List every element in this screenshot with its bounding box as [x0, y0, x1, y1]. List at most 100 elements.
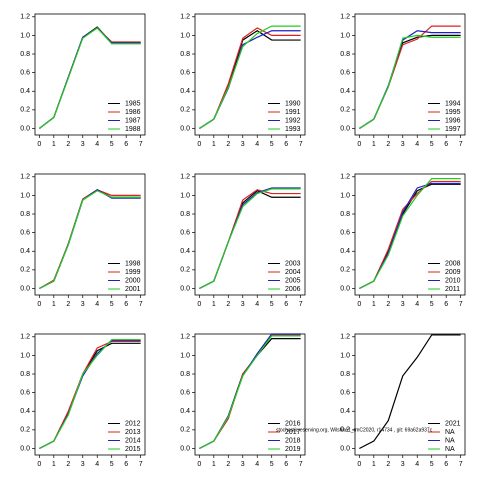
plot-frame	[354, 13, 466, 136]
x-tick-label: 5	[430, 461, 434, 468]
legend-label: NA	[445, 446, 455, 453]
legend-label: 2016	[285, 420, 301, 427]
x-tick-label: 3	[241, 461, 245, 468]
y-tick-label: 1.2	[20, 14, 30, 21]
legend-label: 2003	[285, 260, 301, 267]
x-tick-label: 6	[284, 141, 288, 148]
y-tick-label: 0.0	[180, 445, 190, 452]
y-tick-label: 0.0	[340, 285, 350, 292]
x-tick-label: 7	[299, 461, 303, 468]
y-tick-label: 0.8	[180, 211, 190, 218]
x-tick-label: 5	[430, 301, 434, 308]
x-tick-label: 5	[270, 461, 274, 468]
x-tick-label: 6	[124, 461, 128, 468]
plot-frame	[34, 173, 146, 296]
y-tick-label: 0.0	[180, 285, 190, 292]
x-tick-label: 7	[459, 301, 463, 308]
x-tick-label: 4	[415, 461, 419, 468]
legend-label: 2009	[445, 269, 461, 276]
legend-label: 1987	[125, 117, 141, 124]
y-tick-label: 0.6	[20, 229, 30, 236]
y-tick-label: 0.6	[20, 69, 30, 76]
annotation: stochasticreserving.org, Wilshire1_rmC20…	[276, 427, 433, 433]
legend-label: 1990	[285, 100, 301, 107]
x-tick-label: 3	[241, 141, 245, 148]
y-tick-label: 0.0	[340, 445, 350, 452]
x-tick-label: 6	[284, 461, 288, 468]
series-line	[359, 178, 461, 290]
x-tick-label: 4	[255, 141, 259, 148]
x-tick-label: 3	[81, 141, 85, 148]
y-tick-label: 1.2	[340, 174, 350, 181]
legend-label: 1985	[125, 100, 141, 107]
x-tick-label: 7	[299, 141, 303, 148]
legend-label: 1993	[285, 126, 301, 133]
y-tick-label: 0.2	[20, 107, 30, 114]
x-tick-label: 3	[401, 141, 405, 148]
series-line	[199, 335, 301, 450]
legend-label: NA	[445, 437, 455, 444]
x-tick-label: 4	[255, 301, 259, 308]
x-tick-label: 4	[255, 461, 259, 468]
y-tick-label: 0.4	[20, 408, 30, 415]
x-tick-label: 2	[226, 301, 230, 308]
x-tick-label: 5	[110, 301, 114, 308]
y-tick-label: 0.6	[180, 389, 190, 396]
x-tick-label: 2	[386, 461, 390, 468]
y-tick-label: 0.6	[340, 389, 350, 396]
x-tick-label: 4	[415, 141, 419, 148]
y-tick-label: 0.2	[20, 427, 30, 434]
y-tick-label: 1.2	[20, 174, 30, 181]
legend-label: 2008	[445, 260, 461, 267]
x-tick-label: 1	[372, 301, 376, 308]
legend-label: 2004	[285, 269, 301, 276]
x-tick-label: 7	[459, 141, 463, 148]
y-tick-label: 0.0	[180, 125, 190, 132]
legend-label: 2005	[285, 277, 301, 284]
y-tick-label: 0.4	[180, 408, 190, 415]
legend-label: 1995	[445, 109, 461, 116]
x-tick-label: 7	[139, 461, 143, 468]
y-tick-label: 0.8	[340, 211, 350, 218]
y-tick-label: 1.2	[180, 174, 190, 181]
series-line	[39, 338, 141, 450]
legend-label: NA	[445, 429, 455, 436]
legend-label: 2017	[285, 429, 301, 436]
x-tick-label: 3	[401, 461, 405, 468]
legend-label: 1998	[125, 260, 141, 267]
x-tick-label: 5	[430, 141, 434, 148]
x-tick-label: 2	[226, 141, 230, 148]
legend-label: 1991	[285, 109, 301, 116]
y-tick-label: 1.2	[340, 334, 350, 341]
x-tick-label: 1	[372, 141, 376, 148]
x-tick-label: 5	[270, 301, 274, 308]
legend-label: 1996	[445, 117, 461, 124]
y-tick-label: 1.0	[340, 352, 350, 359]
y-tick-label: 0.8	[20, 51, 30, 58]
legend-label: 2019	[285, 446, 301, 453]
y-tick-label: 0.8	[20, 211, 30, 218]
x-tick-label: 0	[37, 141, 41, 148]
series-line	[39, 190, 141, 290]
y-tick-label: 0.2	[180, 107, 190, 114]
y-tick-label: 0.0	[20, 285, 30, 292]
plot-frame	[194, 13, 306, 136]
x-tick-label: 1	[52, 461, 56, 468]
plot-frame	[34, 333, 146, 456]
x-tick-label: 1	[212, 461, 216, 468]
y-tick-label: 0.4	[20, 88, 30, 95]
x-tick-label: 6	[444, 461, 448, 468]
y-tick-label: 0.4	[180, 88, 190, 95]
series-line	[199, 25, 301, 129]
y-tick-label: 0.4	[180, 248, 190, 255]
y-tick-label: 0.2	[180, 427, 190, 434]
x-tick-label: 6	[444, 141, 448, 148]
series-line	[199, 188, 301, 290]
plot-frame	[194, 173, 306, 296]
y-tick-label: 0.8	[180, 51, 190, 58]
x-tick-label: 0	[37, 301, 41, 308]
x-tick-label: 0	[197, 461, 201, 468]
legend-label: 2018	[285, 437, 301, 444]
x-tick-label: 1	[372, 461, 376, 468]
